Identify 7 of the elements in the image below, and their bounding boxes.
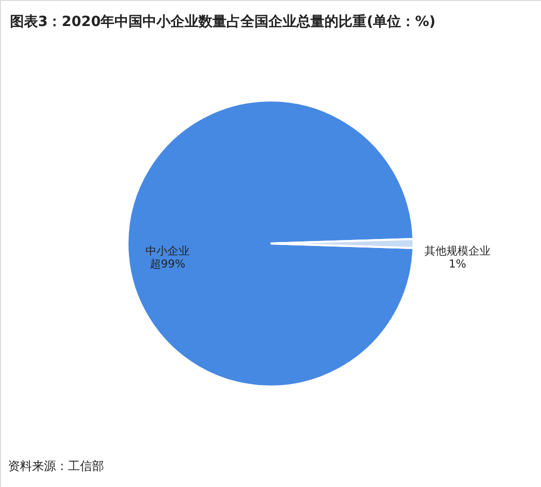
slice-label: 其他规模企业: [424, 244, 490, 258]
data-label: 超99%: [150, 258, 186, 270]
data-label: 1%: [448, 258, 466, 270]
chart-title: 图表3：2020年中国中小企业数量占全国企业总量的比重(单位：%): [10, 14, 436, 30]
pie-slice: [126, 100, 414, 388]
text: 资料来源：工信部: [8, 459, 104, 473]
slice-label: 中小企业: [146, 244, 190, 258]
